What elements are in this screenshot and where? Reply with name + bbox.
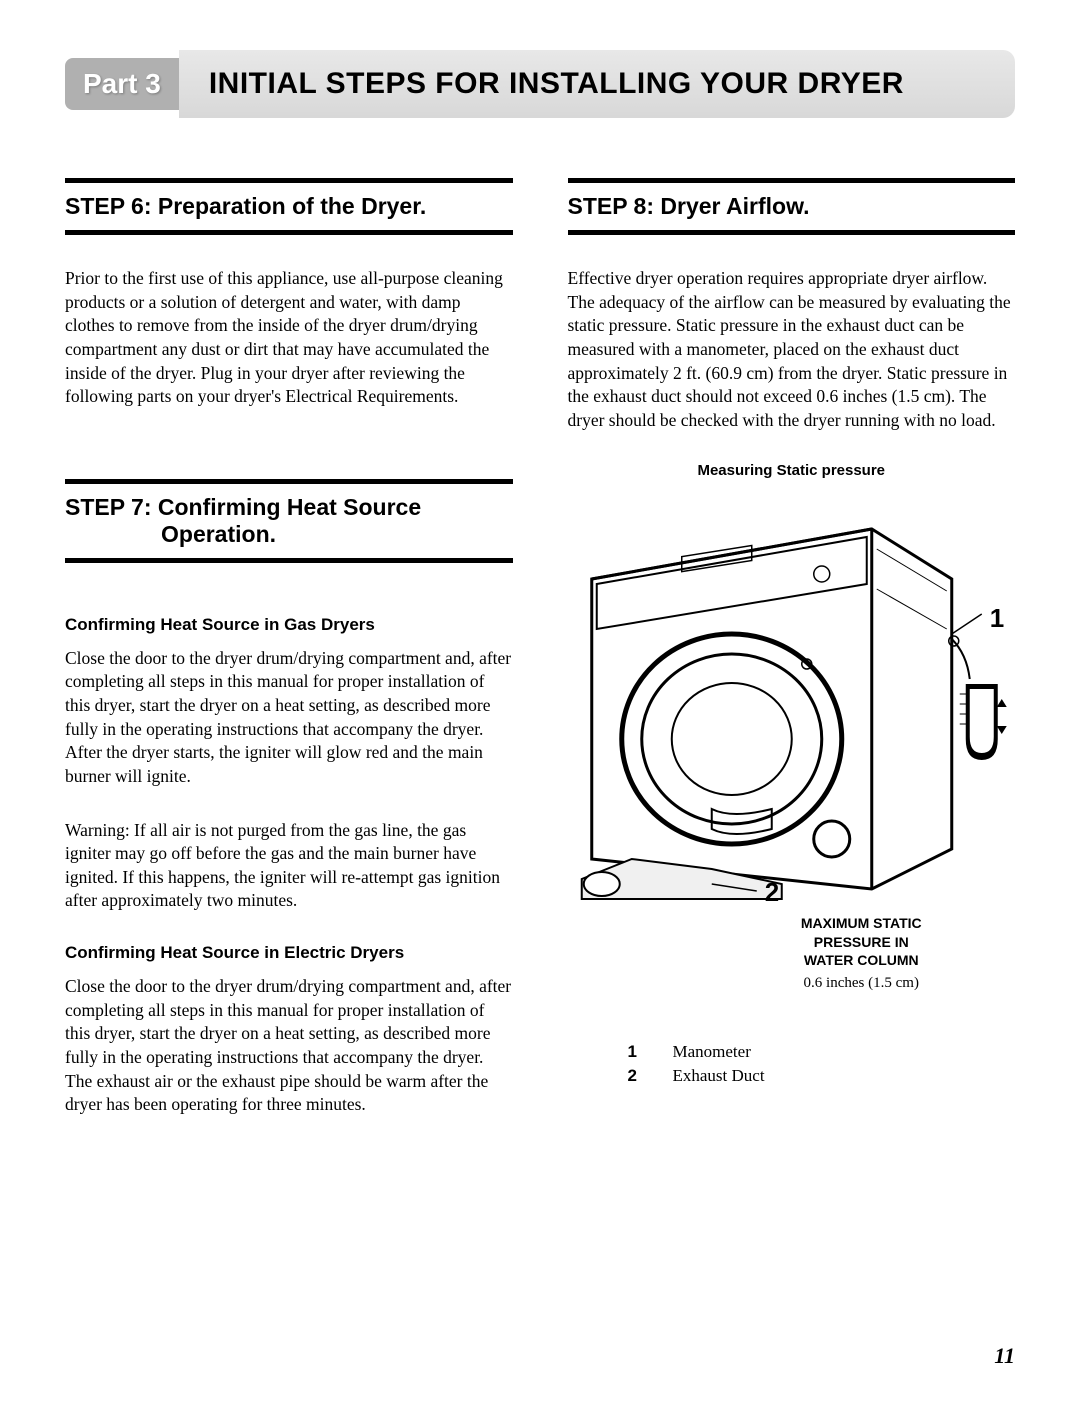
legend-label: Exhaust Duct	[673, 1066, 765, 1086]
content-columns: STEP 6: Preparation of the Dryer. Prior …	[65, 178, 1015, 1147]
electric-heading: Confirming Heat Source in Electric Dryer…	[65, 943, 513, 963]
legend-row-1: 1 Manometer	[628, 1042, 1016, 1062]
max-static-l1: MAXIMUM STATIC	[801, 915, 922, 931]
page-number: 11	[994, 1343, 1015, 1369]
legend-num: 2	[628, 1066, 643, 1086]
gas-warning: Warning: If all air is not purged from t…	[65, 819, 513, 914]
step7-header: STEP 7: Confirming Heat Source Operation…	[65, 479, 513, 563]
step8-title: STEP 8: Dryer Airflow.	[568, 193, 1016, 220]
step6-body: Prior to the first use of this appliance…	[65, 267, 513, 409]
page-title: INITIAL STEPS FOR INSTALLING YOUR DRYER	[209, 67, 904, 101]
step7-title: STEP 7: Confirming Heat Source Operation…	[65, 494, 513, 548]
dryer-diagram: 1 2	[568, 489, 1016, 909]
page-header: Part 3 INITIAL STEPS FOR INSTALLING YOUR…	[65, 50, 1015, 118]
max-static-l3: WATER COLUMN	[804, 952, 919, 968]
diagram-caption: Measuring Static pressure	[568, 462, 1016, 479]
electric-body: Close the door to the dryer drum/drying …	[65, 975, 513, 1117]
gas-body: Close the door to the dryer drum/drying …	[65, 647, 513, 789]
diagram-legend: 1 Manometer 2 Exhaust Duct	[628, 1042, 1016, 1086]
gas-heading: Confirming Heat Source in Gas Dryers	[65, 615, 513, 635]
static-value: 0.6 inches (1.5 cm)	[708, 975, 1016, 992]
right-column: STEP 8: Dryer Airflow. Effective dryer o…	[568, 178, 1016, 1147]
svg-text:1: 1	[989, 603, 1003, 633]
step6-header: STEP 6: Preparation of the Dryer.	[65, 178, 513, 235]
legend-label: Manometer	[673, 1042, 751, 1062]
legend-row-2: 2 Exhaust Duct	[628, 1066, 1016, 1086]
step8-body: Effective dryer operation requires appro…	[568, 267, 1016, 432]
legend-num: 1	[628, 1042, 643, 1062]
step7-title-line2: Operation.	[65, 521, 513, 548]
max-static-l2: PRESSURE IN	[814, 934, 909, 950]
step7-title-line1: STEP 7: Confirming Heat Source	[65, 494, 421, 520]
max-static-label: MAXIMUM STATIC PRESSURE IN WATER COLUMN	[708, 914, 1016, 969]
left-column: STEP 6: Preparation of the Dryer. Prior …	[65, 178, 513, 1147]
part-badge: Part 3	[65, 58, 179, 110]
svg-text:2: 2	[764, 877, 778, 907]
step8-header: STEP 8: Dryer Airflow.	[568, 178, 1016, 235]
title-banner: INITIAL STEPS FOR INSTALLING YOUR DRYER	[179, 50, 1015, 118]
step6-title: STEP 6: Preparation of the Dryer.	[65, 193, 513, 220]
dryer-svg: 1 2	[568, 489, 1016, 909]
